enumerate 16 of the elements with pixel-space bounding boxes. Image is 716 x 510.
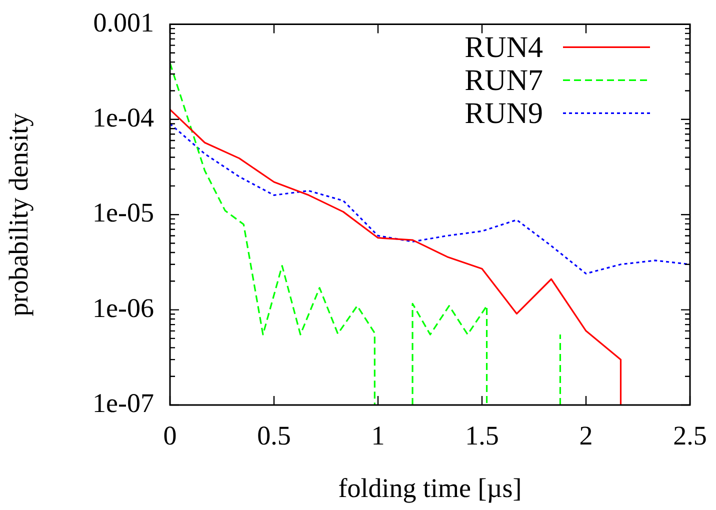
x-tick-label: 0 [163, 420, 177, 450]
y-tick-label: 0.001 [93, 7, 154, 38]
legend-label: RUN9 [464, 97, 543, 130]
y-tick-label: 1e-06 [92, 292, 154, 323]
x-tick-label: 2 [579, 420, 593, 450]
x-tick-label: 1.5 [465, 420, 499, 450]
y-tick-label: 1e-07 [92, 388, 154, 418]
x-tick-label: 0.5 [257, 420, 291, 450]
y-axis-title: probability density [3, 112, 34, 316]
legend-label: RUN4 [464, 31, 543, 64]
x-tick-label: 1 [371, 420, 385, 450]
x-axis-title: folding time [µs] [338, 472, 522, 503]
x-tick-label: 2.5 [673, 420, 707, 450]
y-tick-label: 1e-05 [92, 198, 154, 228]
y-tick-label: 1e-04 [92, 102, 154, 132]
legend-label: RUN7 [464, 64, 543, 98]
